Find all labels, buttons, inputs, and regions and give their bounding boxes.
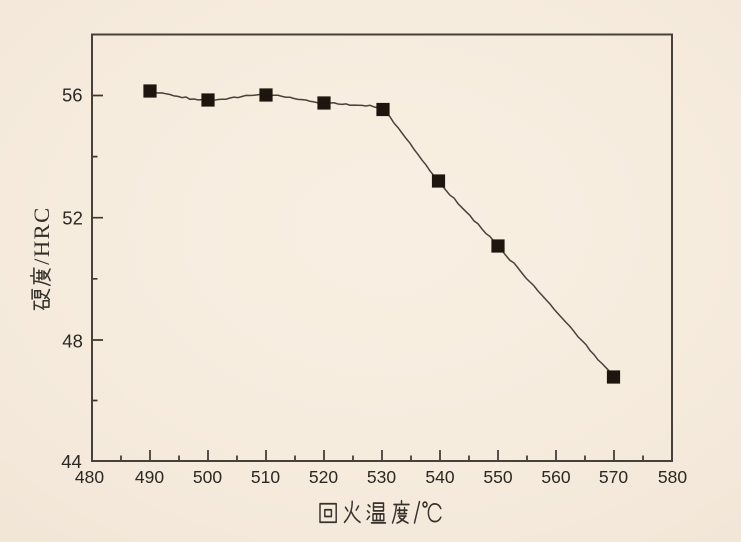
svg-text:560: 560 — [541, 467, 570, 487]
svg-text:/HRC: /HRC — [29, 206, 54, 265]
svg-text:44: 44 — [61, 451, 82, 472]
svg-text:48: 48 — [62, 330, 83, 351]
svg-text:530: 530 — [367, 467, 396, 487]
svg-text:570: 570 — [599, 467, 628, 487]
svg-text:510: 510 — [251, 467, 280, 487]
svg-text:580: 580 — [658, 467, 687, 487]
svg-text:540: 540 — [425, 467, 454, 487]
svg-text:550: 550 — [483, 467, 512, 487]
svg-text:56: 56 — [62, 85, 83, 106]
svg-text:500: 500 — [193, 467, 222, 487]
svg-text:490: 490 — [135, 467, 164, 487]
svg-text:520: 520 — [309, 467, 338, 487]
svg-text:480: 480 — [75, 467, 104, 487]
svg-text:52: 52 — [62, 207, 83, 228]
